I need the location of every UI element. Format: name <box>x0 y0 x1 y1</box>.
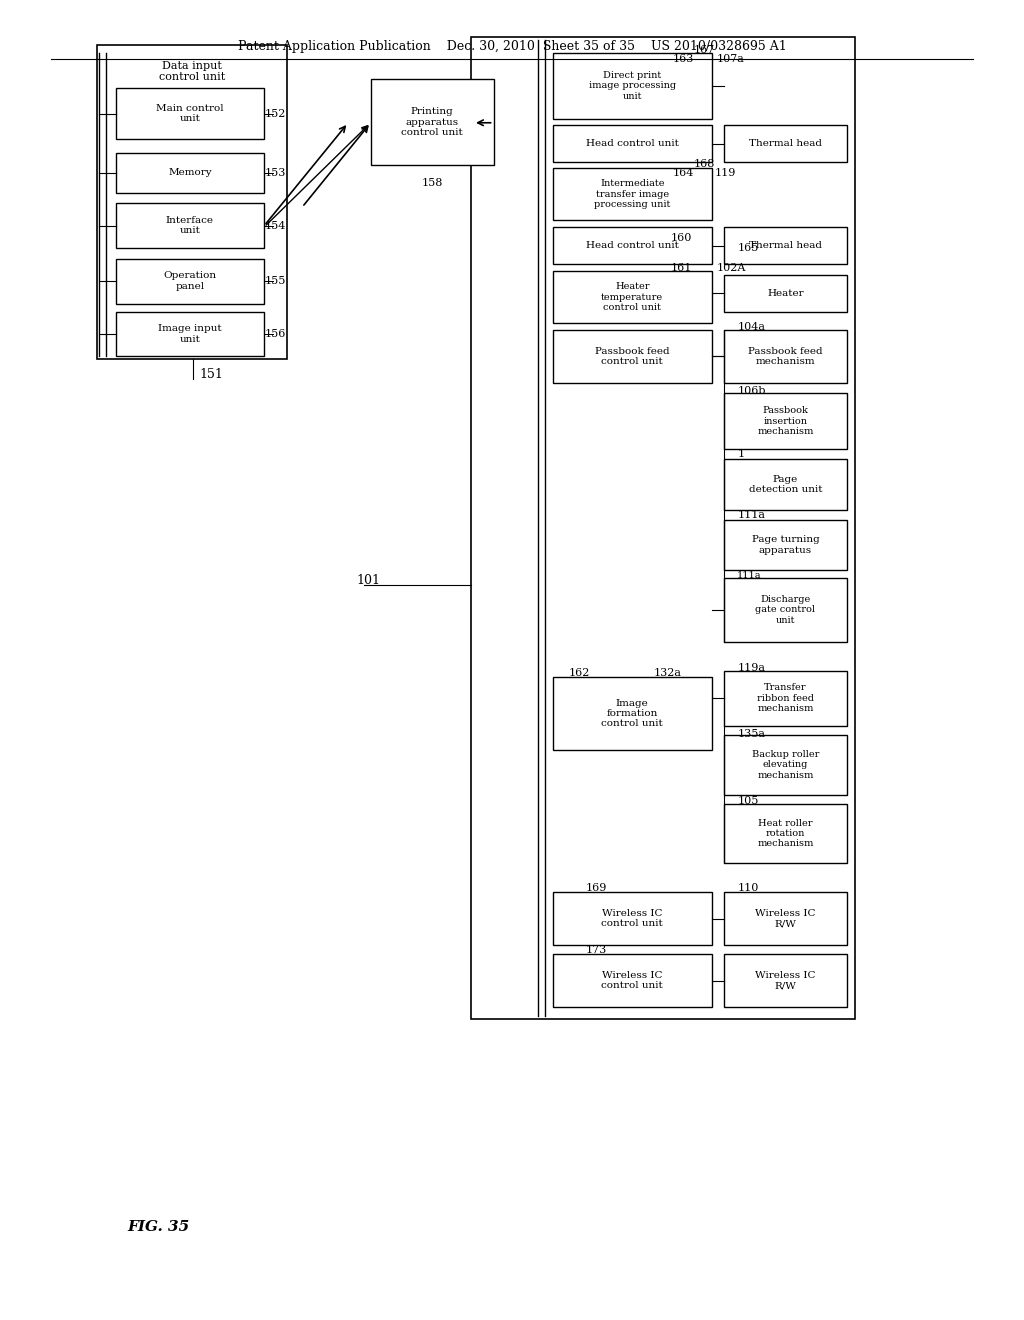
Text: Heat roller
rotation
mechanism: Heat roller rotation mechanism <box>757 818 814 849</box>
Text: 153: 153 <box>264 168 286 178</box>
Text: Transfer
ribbon feed
mechanism: Transfer ribbon feed mechanism <box>757 684 814 713</box>
FancyBboxPatch shape <box>116 153 264 193</box>
FancyBboxPatch shape <box>724 892 847 945</box>
FancyBboxPatch shape <box>724 330 847 383</box>
Text: Intermediate
transfer image
processing unit: Intermediate transfer image processing u… <box>594 180 671 209</box>
Text: 135a: 135a <box>737 729 765 739</box>
Text: Memory: Memory <box>168 169 212 177</box>
Text: 102A: 102A <box>717 263 746 273</box>
Text: 173: 173 <box>586 945 607 956</box>
FancyBboxPatch shape <box>553 53 712 119</box>
Text: Backup roller
elevating
mechanism: Backup roller elevating mechanism <box>752 750 819 780</box>
FancyBboxPatch shape <box>116 203 264 248</box>
Text: 119a: 119a <box>737 663 765 673</box>
Text: 152: 152 <box>264 108 286 119</box>
Text: 168: 168 <box>693 158 715 169</box>
Text: 167: 167 <box>693 45 715 55</box>
Text: 155: 155 <box>264 276 286 286</box>
Text: Head control unit: Head control unit <box>586 242 679 249</box>
Text: 111a: 111a <box>737 510 765 520</box>
Text: Interface
unit: Interface unit <box>166 216 214 235</box>
Text: Main control
unit: Main control unit <box>156 104 224 123</box>
FancyBboxPatch shape <box>724 735 847 795</box>
FancyBboxPatch shape <box>724 393 847 449</box>
FancyBboxPatch shape <box>553 271 712 323</box>
Text: 132a: 132a <box>653 668 681 678</box>
Text: Page
detection unit: Page detection unit <box>749 475 822 494</box>
FancyBboxPatch shape <box>724 671 847 726</box>
FancyBboxPatch shape <box>553 677 712 750</box>
Text: 163: 163 <box>673 54 694 65</box>
Text: Thermal head: Thermal head <box>749 242 822 249</box>
Text: 1: 1 <box>737 449 744 459</box>
Text: 156: 156 <box>264 329 286 339</box>
Text: 154: 154 <box>264 220 286 231</box>
Text: Heater: Heater <box>767 289 804 297</box>
FancyBboxPatch shape <box>724 578 847 642</box>
FancyBboxPatch shape <box>724 275 847 312</box>
FancyBboxPatch shape <box>553 168 712 220</box>
Text: Patent Application Publication    Dec. 30, 2010  Sheet 35 of 35    US 2010/03286: Patent Application Publication Dec. 30, … <box>238 40 786 53</box>
Text: 111a: 111a <box>737 572 762 579</box>
FancyBboxPatch shape <box>553 892 712 945</box>
Text: Heater
temperature
control unit: Heater temperature control unit <box>601 282 664 312</box>
FancyBboxPatch shape <box>471 37 855 1019</box>
Text: Passbook
insertion
mechanism: Passbook insertion mechanism <box>757 407 814 436</box>
FancyBboxPatch shape <box>553 227 712 264</box>
Text: 104a: 104a <box>737 322 765 333</box>
FancyBboxPatch shape <box>116 259 264 304</box>
Text: 160: 160 <box>671 232 692 243</box>
Text: Passbook feed
mechanism: Passbook feed mechanism <box>749 347 822 366</box>
Text: 105: 105 <box>737 796 759 807</box>
FancyBboxPatch shape <box>724 954 847 1007</box>
Text: Image
formation
control unit: Image formation control unit <box>601 698 664 729</box>
FancyBboxPatch shape <box>97 45 287 359</box>
Text: Wireless IC
R/W: Wireless IC R/W <box>755 972 816 990</box>
Text: Image input
unit: Image input unit <box>158 325 222 343</box>
FancyBboxPatch shape <box>724 804 847 863</box>
Text: Printing
apparatus
control unit: Printing apparatus control unit <box>401 107 463 137</box>
Text: FIG. 35: FIG. 35 <box>128 1220 189 1234</box>
FancyBboxPatch shape <box>116 88 264 139</box>
FancyBboxPatch shape <box>116 312 264 356</box>
Text: 158: 158 <box>422 178 442 189</box>
Text: Data input
control unit: Data input control unit <box>159 61 225 82</box>
Text: 161: 161 <box>671 263 692 273</box>
FancyBboxPatch shape <box>553 125 712 162</box>
Text: Head control unit: Head control unit <box>586 140 679 148</box>
Text: Operation
panel: Operation panel <box>164 272 216 290</box>
Text: 101: 101 <box>356 574 380 587</box>
FancyBboxPatch shape <box>553 330 712 383</box>
FancyBboxPatch shape <box>724 125 847 162</box>
Text: Direct print
image processing
unit: Direct print image processing unit <box>589 71 676 100</box>
Text: 165: 165 <box>737 243 759 253</box>
FancyBboxPatch shape <box>724 227 847 264</box>
Text: 107a: 107a <box>717 54 744 65</box>
Text: Wireless IC
control unit: Wireless IC control unit <box>601 972 664 990</box>
Text: Wireless IC
control unit: Wireless IC control unit <box>601 909 664 928</box>
Text: 169: 169 <box>586 883 607 894</box>
FancyBboxPatch shape <box>553 954 712 1007</box>
FancyBboxPatch shape <box>724 520 847 570</box>
Text: Thermal head: Thermal head <box>749 140 822 148</box>
Text: Discharge
gate control
unit: Discharge gate control unit <box>756 595 815 624</box>
Text: 162: 162 <box>568 668 590 678</box>
Text: Page turning
apparatus: Page turning apparatus <box>752 536 819 554</box>
Text: 110: 110 <box>737 883 759 894</box>
Text: Passbook feed
control unit: Passbook feed control unit <box>595 347 670 366</box>
FancyBboxPatch shape <box>724 459 847 510</box>
Text: 119: 119 <box>715 168 736 178</box>
Text: 151: 151 <box>200 368 223 381</box>
Text: 164: 164 <box>673 168 694 178</box>
Text: Wireless IC
R/W: Wireless IC R/W <box>755 909 816 928</box>
Text: 106b: 106b <box>737 385 766 396</box>
FancyBboxPatch shape <box>371 79 494 165</box>
